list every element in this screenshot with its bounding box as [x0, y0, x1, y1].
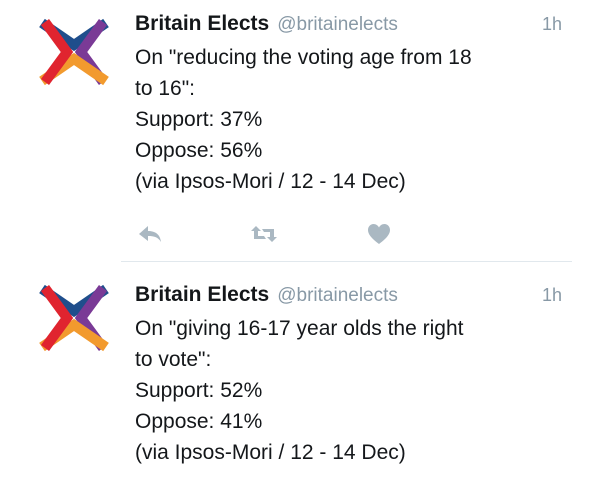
tweet-text-line: Support: 37%	[135, 108, 263, 131]
like-button[interactable]	[366, 222, 392, 246]
author-handle[interactable]: @britainelects	[277, 285, 398, 306]
tweet-text-line: On "reducing the voting age from 18	[135, 46, 472, 69]
avatar[interactable]	[32, 10, 116, 94]
retweet-icon	[251, 226, 277, 242]
tweet-text: On "reducing the voting age from 18 to 1…	[135, 42, 562, 197]
tweet-text-line: (via Ipsos-Mori / 12 - 14 Dec)	[135, 441, 406, 464]
tweet-timestamp[interactable]: 1h	[541, 285, 562, 305]
tweet-header: Britain Elects @britainelects 1h	[135, 283, 562, 313]
author-handle[interactable]: @britainelects	[277, 14, 398, 35]
tweet-content: Britain Elects @britainelects 1h On "giv…	[135, 283, 562, 468]
tweet-text-line: Oppose: 56%	[135, 139, 263, 162]
reply-icon	[139, 226, 161, 242]
tweet-timestamp[interactable]: 1h	[541, 14, 562, 34]
avatar[interactable]	[32, 276, 116, 360]
tweet-text-line: (via Ipsos-Mori / 12 - 14 Dec)	[135, 170, 406, 193]
tweet-divider	[121, 261, 572, 262]
tweet-text-line: to vote":	[135, 348, 212, 371]
tweet-content: Britain Elects @britainelects 1h On "red…	[135, 12, 562, 197]
tweet-text-line: to 16":	[135, 77, 195, 100]
author-name[interactable]: Britain Elects	[135, 12, 270, 35]
tweet-header: Britain Elects @britainelects 1h	[135, 12, 562, 42]
tweet-text-line: On "giving 16-17 year olds the right	[135, 317, 464, 340]
britain-elects-logo	[39, 18, 109, 86]
britain-elects-logo	[39, 284, 109, 352]
tweet-text-line: Support: 52%	[135, 379, 263, 402]
retweet-button[interactable]	[249, 222, 279, 246]
heart-icon	[368, 224, 390, 244]
tweet-text-line: Oppose: 41%	[135, 410, 263, 433]
reply-button[interactable]	[137, 222, 163, 246]
tweet[interactable]: Britain Elects @britainelects 1h On "giv…	[0, 262, 600, 481]
author-name[interactable]: Britain Elects	[135, 283, 270, 306]
tweet-text: On "giving 16-17 year olds the right to …	[135, 313, 562, 468]
tweet[interactable]: Britain Elects @britainelects 1h On "red…	[0, 0, 600, 262]
